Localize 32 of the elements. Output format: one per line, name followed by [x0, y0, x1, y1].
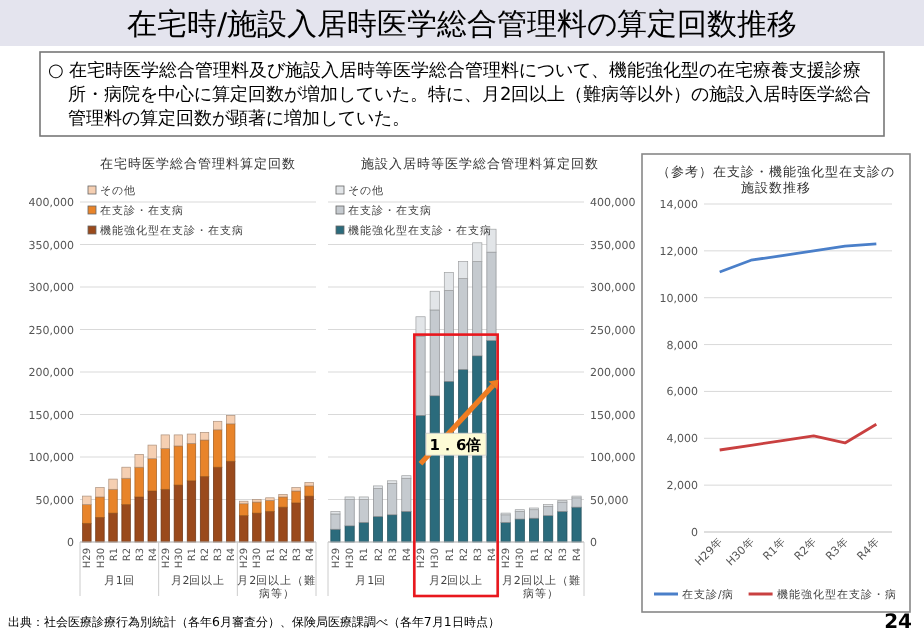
- bar: [529, 517, 539, 543]
- text: ○ 在宅時医学総合管理料及び施設入居時等医学総合管理料について、機能強化型の在宅療養支援診療所・病院を中心に算定回数が増加していた。特に、月2回以上（難病等以外）の施設入居時医学総合管理料の算定回数が顕著に増加していた。: [48, 60, 872, 130]
- text: 在宅時/施設入居時医学総合管理料の算定回数推移: [126, 6, 798, 42]
- text: 24: [884, 612, 913, 634]
- bar: [443, 272, 454, 291]
- bar: [429, 290, 440, 311]
- bar: [458, 261, 469, 279]
- bar: [543, 505, 554, 516]
- bar: [500, 522, 511, 543]
- line-series: [718, 422, 878, 452]
- bar: [186, 443, 197, 482]
- bar: [458, 278, 469, 370]
- bar: [199, 439, 210, 477]
- bar: [514, 511, 525, 520]
- bar: [358, 522, 369, 543]
- bar: [443, 290, 454, 382]
- bar: [186, 433, 197, 444]
- bar: [401, 511, 412, 543]
- bar: [401, 477, 412, 512]
- bar: [199, 432, 210, 441]
- bar: [186, 480, 197, 543]
- line-series: [718, 242, 878, 274]
- bar: [387, 514, 398, 543]
- bar: [373, 516, 383, 543]
- bar: [543, 515, 554, 543]
- bar: [514, 518, 525, 543]
- bar: [529, 509, 539, 519]
- bar: [500, 514, 511, 523]
- bar: [358, 499, 369, 523]
- bar: [387, 483, 398, 516]
- bar: [373, 488, 383, 517]
- bar: [199, 476, 210, 543]
